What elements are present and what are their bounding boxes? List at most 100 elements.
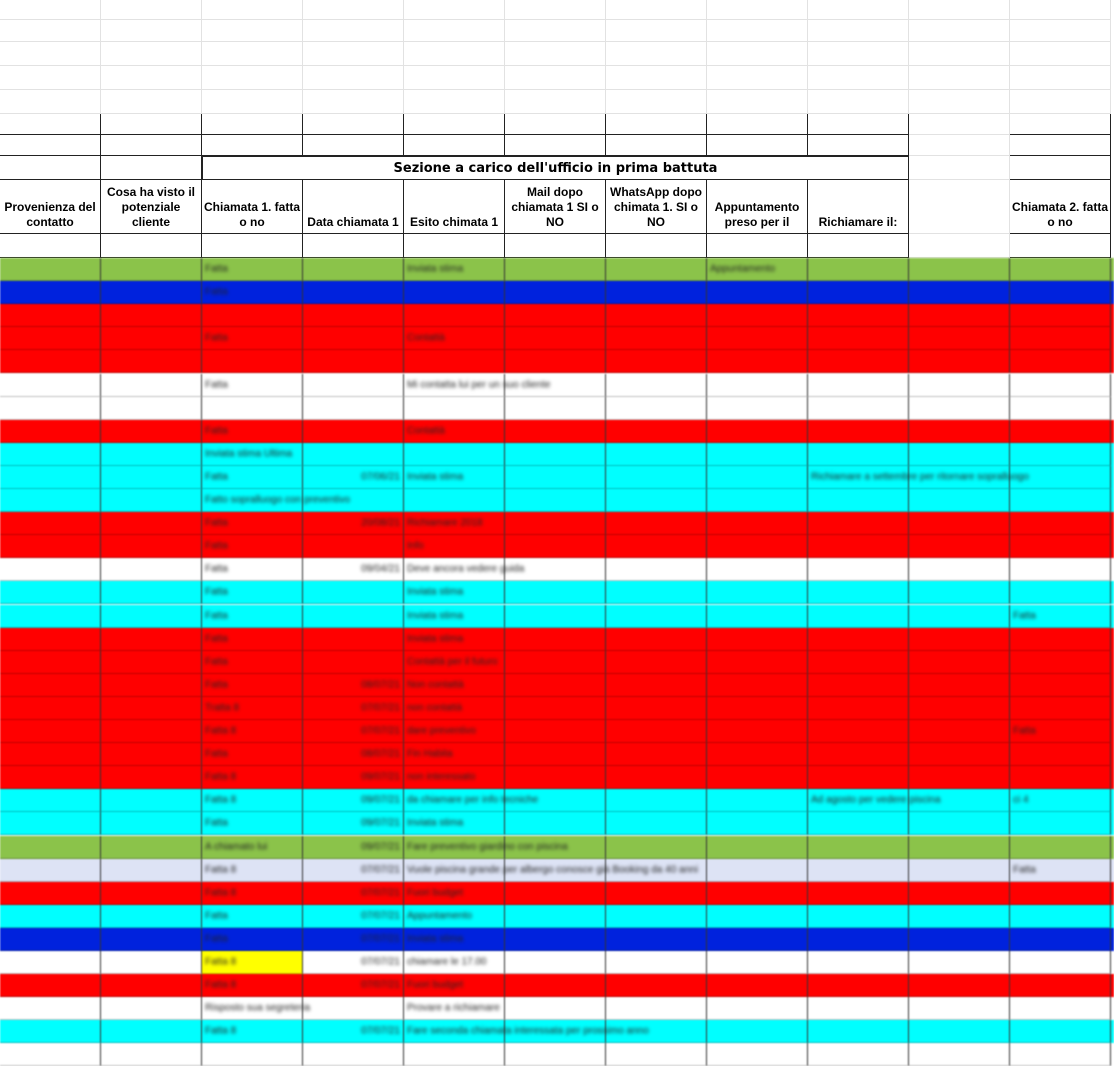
table-row[interactable]: A chiamato lui 09/07/21 Fare preventivo gi… — [0, 835, 1114, 859]
cell[interactable] — [909, 90, 1010, 114]
cell[interactable] — [404, 234, 505, 258]
cell[interactable] — [606, 135, 707, 156]
table-cell[interactable]: Tratta 8 — [202, 696, 303, 720]
table-cell[interactable] — [1010, 1043, 1111, 1066]
table-cell[interactable] — [909, 281, 1010, 305]
table-cell[interactable] — [1010, 419, 1111, 443]
table-cell[interactable] — [606, 350, 707, 374]
cell[interactable] — [303, 135, 404, 156]
table-cell[interactable] — [808, 881, 909, 905]
cell[interactable] — [101, 114, 202, 135]
table-cell[interactable] — [707, 558, 808, 582]
table-cell[interactable] — [202, 304, 303, 328]
table-cell[interactable]: Info — [404, 535, 505, 559]
table-cell[interactable] — [909, 673, 1010, 697]
table-cell[interactable] — [707, 927, 808, 951]
table-row[interactable]: Fatta 08/07/21 Non contattà — [0, 673, 1114, 697]
table-cell[interactable] — [101, 1043, 202, 1066]
table-cell[interactable]: 20/08/21 — [303, 512, 404, 536]
table-cell[interactable] — [1010, 281, 1111, 305]
table-cell[interactable] — [101, 465, 202, 489]
table-cell[interactable] — [101, 627, 202, 651]
table-cell[interactable] — [202, 396, 303, 420]
table-cell[interactable]: Fare seconda chiamata interessata per pr… — [404, 1020, 649, 1044]
cell[interactable] — [202, 234, 303, 258]
table-cell[interactable]: Contattà — [404, 327, 505, 351]
cell[interactable] — [606, 42, 707, 66]
table-cell[interactable] — [707, 951, 808, 975]
table-cell[interactable]: 09/07/21 — [303, 789, 404, 813]
table-cell[interactable] — [505, 673, 606, 697]
table-cell[interactable] — [101, 373, 202, 397]
table-cell[interactable] — [606, 858, 707, 882]
table-cell[interactable] — [606, 720, 707, 744]
table-row[interactable]: Fatta Inviata stima Appuntamento — [0, 258, 1114, 282]
table-cell[interactable]: Fatta — [202, 373, 303, 397]
table-cell[interactable]: Richiamare a settembre per ritornare sop… — [808, 465, 1029, 489]
table-cell[interactable] — [101, 304, 202, 328]
table-cell[interactable]: Richiamare 2018 — [404, 512, 505, 536]
table-cell[interactable] — [101, 258, 202, 282]
table-cell[interactable] — [909, 512, 1010, 536]
cell[interactable] — [303, 20, 404, 42]
table-cell[interactable] — [101, 327, 202, 351]
table-cell[interactable] — [505, 373, 606, 397]
cell[interactable] — [505, 66, 606, 90]
table-cell[interactable] — [0, 442, 101, 466]
cell[interactable] — [606, 234, 707, 258]
table-cell[interactable] — [505, 512, 606, 536]
column-header[interactable]: Appuntamento preso per il — [707, 180, 808, 234]
cell[interactable] — [101, 66, 202, 90]
table-cell[interactable] — [707, 465, 808, 489]
table-cell[interactable]: Contattà per il futuro — [404, 650, 505, 674]
cell[interactable] — [303, 0, 404, 20]
cell[interactable] — [404, 20, 505, 42]
table-cell[interactable] — [909, 881, 1010, 905]
table-cell[interactable] — [101, 350, 202, 374]
table-cell[interactable] — [707, 442, 808, 466]
table-cell[interactable] — [505, 904, 606, 928]
table-cell[interactable]: Provare a richiamare — [404, 997, 505, 1021]
table-cell[interactable] — [1010, 766, 1111, 790]
table-cell[interactable]: dare preventivo — [404, 720, 505, 744]
table-cell[interactable] — [808, 396, 909, 420]
table-cell[interactable] — [606, 696, 707, 720]
table-cell[interactable]: Inviata stima — [404, 465, 505, 489]
table-cell[interactable] — [909, 627, 1010, 651]
table-cell[interactable] — [505, 419, 606, 443]
table-row[interactable] — [0, 350, 1114, 374]
table-cell[interactable]: Ad agosto per vedere piscina — [808, 789, 941, 813]
cell[interactable] — [0, 66, 101, 90]
table-cell[interactable] — [606, 881, 707, 905]
column-header[interactable]: Richiamare il: — [808, 180, 909, 234]
cell[interactable] — [202, 20, 303, 42]
cell[interactable] — [909, 66, 1010, 90]
table-cell[interactable]: Inviata stima — [404, 927, 505, 951]
table-cell[interactable] — [101, 512, 202, 536]
table-cell[interactable] — [101, 281, 202, 305]
cell[interactable] — [505, 42, 606, 66]
cell[interactable] — [202, 156, 303, 180]
cell[interactable] — [707, 90, 808, 114]
table-cell[interactable] — [909, 812, 1010, 836]
table-cell[interactable]: Fatta — [202, 281, 303, 305]
table-cell[interactable] — [303, 489, 404, 513]
table-cell[interactable] — [0, 604, 101, 628]
table-cell[interactable]: Fatta 8 — [202, 951, 303, 975]
table-cell[interactable] — [606, 304, 707, 328]
table-cell[interactable] — [909, 766, 1010, 790]
table-cell[interactable] — [1010, 489, 1111, 513]
table-cell[interactable] — [909, 373, 1010, 397]
table-cell[interactable]: Inviata stima Ultima — [202, 442, 303, 466]
table-cell[interactable] — [808, 489, 909, 513]
table-cell[interactable] — [707, 350, 808, 374]
cell[interactable] — [707, 234, 808, 258]
table-cell[interactable] — [606, 951, 707, 975]
table-cell[interactable] — [808, 442, 909, 466]
table-cell[interactable] — [0, 974, 101, 998]
cell[interactable] — [505, 20, 606, 42]
table-cell[interactable] — [909, 835, 1010, 859]
table-cell[interactable] — [808, 281, 909, 305]
table-cell[interactable] — [606, 419, 707, 443]
table-cell[interactable] — [505, 558, 606, 582]
